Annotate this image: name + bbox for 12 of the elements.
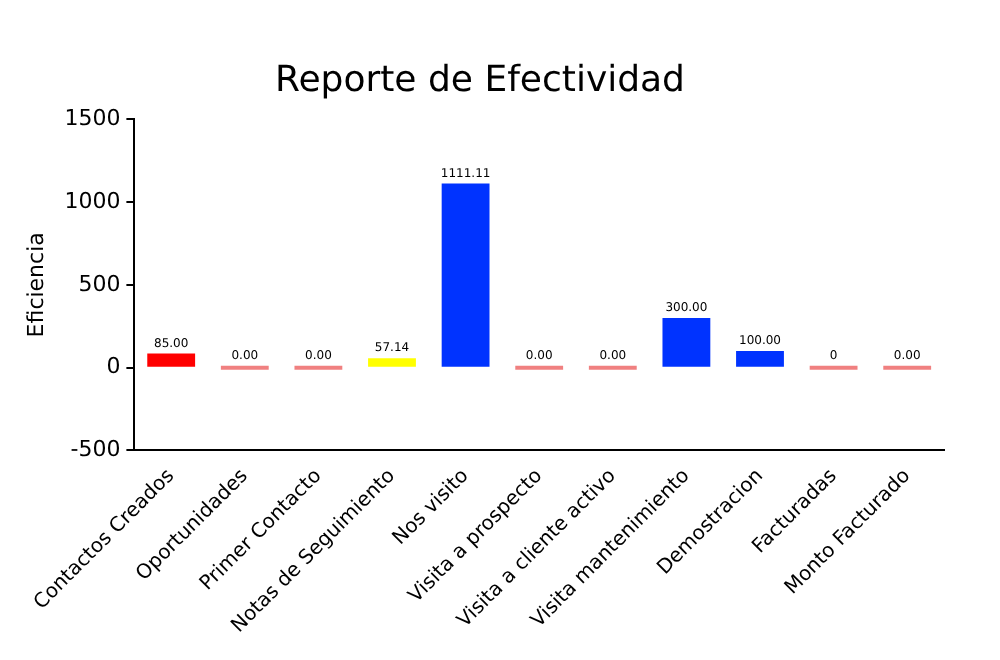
- y-tick-label: 0: [106, 353, 121, 380]
- chart-title: Reporte de Efectividad: [275, 58, 685, 101]
- bar: [441, 183, 490, 367]
- y-tick-label: 1500: [64, 104, 121, 131]
- y-tick-label: 1000: [64, 187, 121, 214]
- bar: [368, 358, 416, 367]
- y-tick-label: -500: [70, 436, 121, 463]
- bar: [147, 353, 196, 367]
- y-tick-label: 500: [78, 270, 121, 297]
- bar: [662, 317, 711, 367]
- bar: [736, 351, 784, 367]
- y-axis-title: Eficiencia: [22, 232, 49, 338]
